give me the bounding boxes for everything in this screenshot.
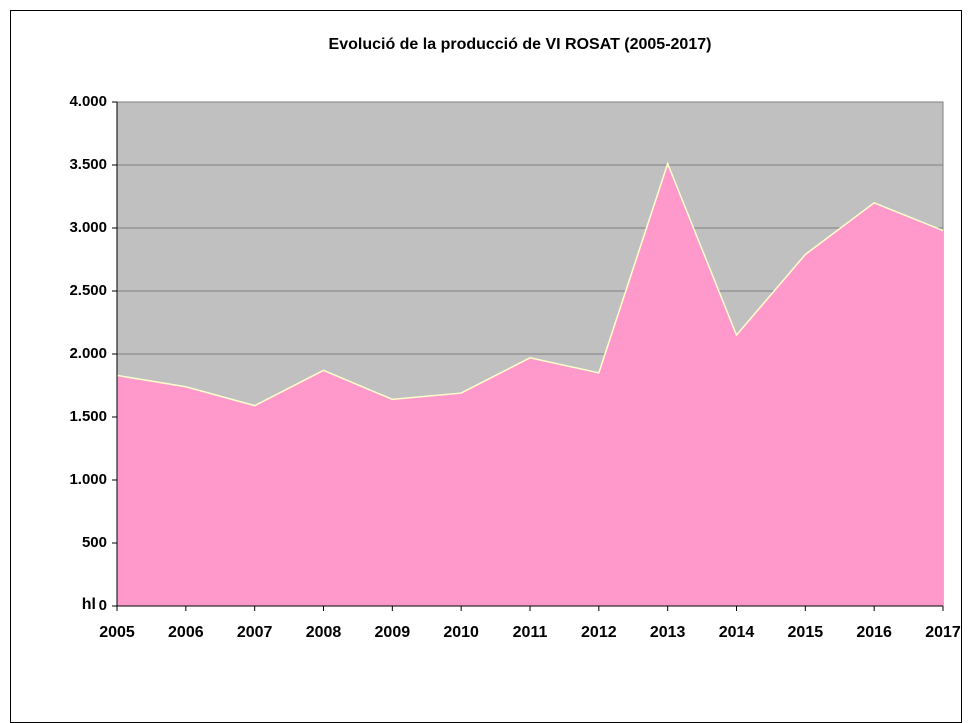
area <box>117 163 943 607</box>
y-tick-label: 2.500 <box>69 282 107 299</box>
chart-title: Evolució de la producció de VI ROSAT (20… <box>329 36 712 53</box>
y-tick-label: 500 <box>82 534 107 551</box>
x-tick-label: 2012 <box>581 624 617 641</box>
x-tick-label: 2017 <box>925 624 961 641</box>
y-tick-label: 1.500 <box>69 408 107 425</box>
x-tick-label: 2011 <box>513 624 548 641</box>
x-tick-label: 2006 <box>168 624 204 641</box>
x-tick-label: 2015 <box>788 624 824 641</box>
x-tick-label: 2010 <box>443 624 479 641</box>
x-tick-label: 2008 <box>306 624 342 641</box>
x-tick-label: 2005 <box>99 624 135 641</box>
y-axis-label: hl <box>82 596 96 613</box>
y-tick-label: 3.500 <box>69 156 107 173</box>
x-tick-label: 2014 <box>719 624 755 641</box>
y-tick-label: 1.000 <box>69 471 107 488</box>
y-tick-label: 2.000 <box>69 345 107 362</box>
y-tick-label: 0 <box>99 597 107 614</box>
x-tick-label: 2007 <box>237 624 273 641</box>
x-tick-label: 2009 <box>375 624 411 641</box>
y-tick-label: 4.000 <box>69 93 107 110</box>
x-tick-label: 2016 <box>856 624 892 641</box>
x-tick-label: 2013 <box>650 624 686 641</box>
y-tick-label: 3.000 <box>69 219 107 236</box>
area-line <box>116 161 944 407</box>
